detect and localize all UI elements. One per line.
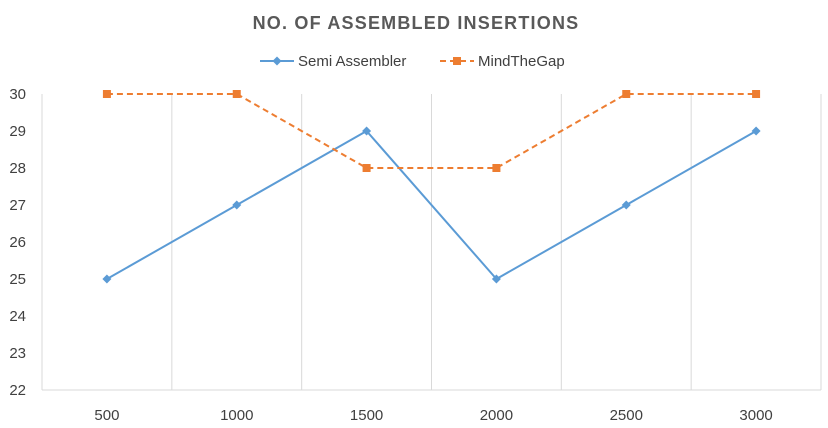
- data-point: [102, 274, 112, 284]
- chart-title: NO. OF ASSEMBLED INSERTIONS: [253, 13, 580, 33]
- series-line-mindthegap: [106, 93, 757, 169]
- series-mindthegap: [102, 90, 761, 172]
- data-point: [491, 274, 501, 284]
- y-tick-label: 25: [9, 271, 26, 288]
- data-point: [362, 126, 372, 136]
- y-tick-label: 28: [9, 160, 26, 177]
- legend-label: Semi Assembler: [298, 53, 406, 70]
- legend: Semi Assembler MindTheGap: [260, 53, 565, 70]
- data-point: [492, 164, 501, 172]
- x-tick-label: 1000: [220, 407, 253, 424]
- y-tick-label: 22: [9, 382, 26, 399]
- series-semi-assembler: [102, 126, 761, 284]
- x-tick-label: 1500: [350, 407, 383, 424]
- series-layer: [102, 90, 761, 284]
- data-point: [362, 164, 371, 172]
- data-point: [232, 200, 242, 210]
- data-point: [752, 90, 761, 98]
- legend-item-mindthegap: MindTheGap: [440, 53, 565, 70]
- data-point: [102, 90, 111, 98]
- x-tick-label: 2500: [610, 407, 643, 424]
- x-tick-label: 500: [94, 407, 119, 424]
- data-point: [751, 126, 761, 136]
- y-tick-label: 29: [9, 123, 26, 140]
- data-point: [232, 90, 241, 98]
- y-axis-tick-labels: 22 23 24 25 26 27 28 29 30: [9, 86, 26, 399]
- x-axis-tick-labels: 500 1000 1500 2000 2500 3000: [94, 407, 772, 424]
- legend-swatch-marker: [272, 56, 282, 66]
- data-point: [621, 200, 631, 210]
- y-tick-label: 26: [9, 234, 26, 251]
- x-tick-label: 3000: [739, 407, 772, 424]
- data-point: [622, 90, 631, 98]
- y-tick-label: 27: [9, 197, 26, 214]
- x-tick-label: 2000: [480, 407, 513, 424]
- legend-item-semi-assembler: Semi Assembler: [260, 53, 406, 70]
- legend-label: MindTheGap: [478, 53, 565, 70]
- series-line-semi-assembler: [106, 130, 757, 280]
- gridlines: [41, 94, 822, 391]
- y-tick-label: 24: [9, 308, 26, 325]
- y-tick-label: 23: [9, 345, 26, 362]
- y-tick-label: 30: [9, 86, 26, 103]
- legend-swatch-marker: [453, 57, 461, 65]
